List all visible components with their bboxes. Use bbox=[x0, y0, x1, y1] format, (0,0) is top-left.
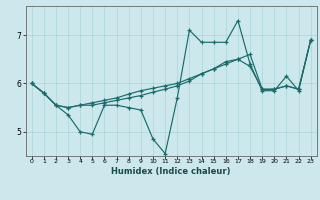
X-axis label: Humidex (Indice chaleur): Humidex (Indice chaleur) bbox=[111, 167, 231, 176]
